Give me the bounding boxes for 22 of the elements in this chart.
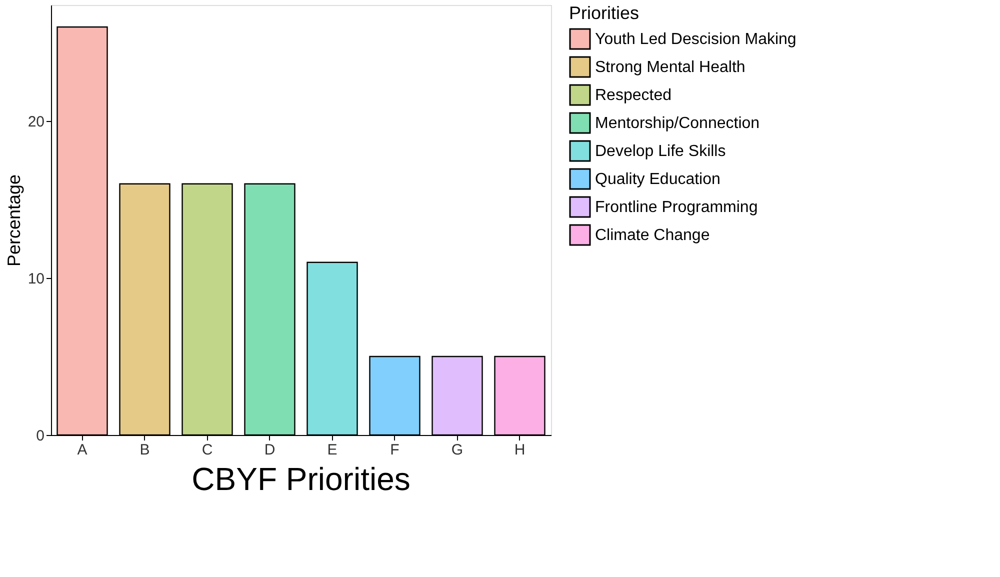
- legend-label: Mentorship/Connection: [595, 115, 760, 132]
- text: CBYF Priorities: [192, 461, 410, 497]
- legend-label: Strong Mental Health: [595, 59, 746, 76]
- legend-label: Quality Education: [595, 171, 720, 188]
- legend-label: Youth Led Descision Making: [595, 31, 796, 48]
- x-tick-label: E: [327, 442, 338, 458]
- x-tick-label: F: [390, 442, 400, 458]
- y-tick-label: 10: [28, 270, 44, 288]
- legend-label: Develop Life Skills: [595, 143, 726, 160]
- y-tick-label: 0: [36, 428, 44, 444]
- legend-label: Frontline Programming: [595, 199, 758, 216]
- x-tick-label: D: [264, 442, 276, 458]
- legend-label: Climate Change: [595, 227, 710, 244]
- x-tick-label: B: [140, 442, 150, 458]
- x-tick-label: C: [202, 442, 213, 458]
- x-tick-label: H: [514, 442, 526, 458]
- legend-label: Respected: [595, 87, 672, 104]
- y-tick-label: 20: [28, 114, 44, 131]
- y-axis-title: Percentage: [4, 174, 24, 267]
- legend-title: Priorities: [569, 3, 640, 23]
- x-tick-label: A: [77, 442, 88, 458]
- x-tick-label: G: [451, 442, 464, 458]
